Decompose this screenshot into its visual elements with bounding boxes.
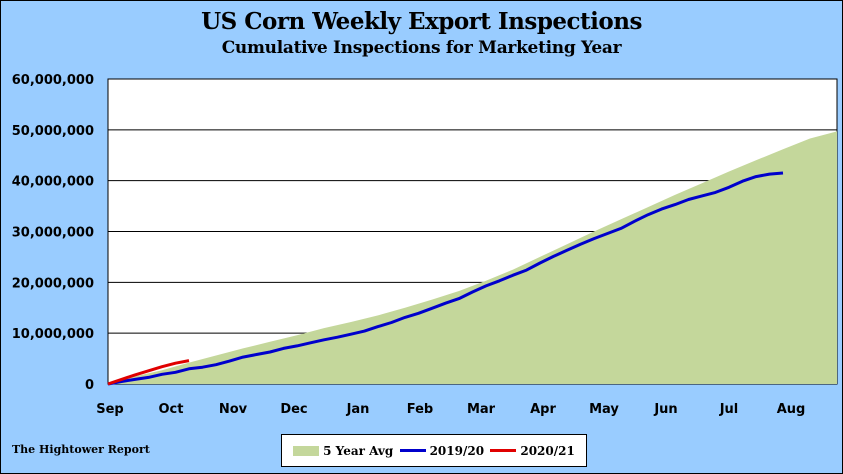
x-tick-label: Dec [280,402,307,417]
y-tick-label: 30,000,000 [12,226,94,241]
legend-item: 5 Year Avg [293,444,393,458]
legend-label: 2019/20 [429,443,485,458]
legend-label: 2020/21 [520,443,575,458]
legend-item: 2019/20 [399,443,485,458]
y-tick-label: 0 [85,378,94,393]
area-layer [108,131,837,384]
series-line-2020-21 [107,359,190,386]
x-axis-ticks: Sep Oct Nov Dec Jan Feb Mar Apr May Jun Jul Aug [96,402,805,417]
legend-swatch [490,449,517,452]
legend-swatch [399,449,426,452]
y-tick-label: 50,000,000 [12,124,94,139]
y-tick-label: 20,000,000 [12,276,94,291]
x-tick-label: Jun [653,402,677,417]
series-area-5-year-avg [108,131,837,384]
series-line-2019-20 [107,171,784,386]
x-tick-label: Jan [346,402,370,417]
x-tick-label: Jul [719,402,739,417]
x-tick-label: May [589,402,619,417]
y-tick-label: 10,000,000 [12,327,94,342]
x-tick-label: Nov [219,402,248,417]
legend-label: 5 Year Avg [323,443,394,458]
line-layer [107,171,784,386]
chart-subtitle: Cumulative Inspections for Marketing Yea… [221,38,622,58]
x-tick-label: Mar [467,402,496,417]
chart-title: US Corn Weekly Export Inspections [201,8,642,35]
legend-swatch [293,445,320,456]
legend: 5 Year Avg 2019/20 2020/21 [281,434,587,467]
x-tick-label: Aug [777,402,806,417]
x-tick-label: Feb [407,402,433,417]
x-tick-label: Apr [530,402,556,417]
legend-item: 2020/21 [490,443,575,458]
y-tick-label: 40,000,000 [12,175,94,190]
y-axis-ticks: 0 10,000,000 20,000,000 30,000,000 40,000,00… [12,73,94,393]
x-tick-label: Sep [96,402,124,417]
y-tick-label: 60,000,000 [12,73,94,88]
source-label: The Hightower Report [12,443,150,456]
x-tick-label: Oct [159,402,184,417]
